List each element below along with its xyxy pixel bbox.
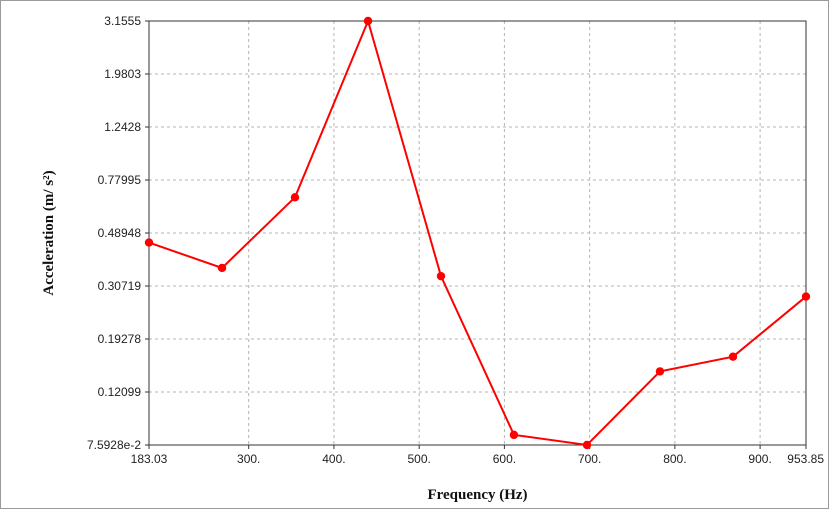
x-tick-label: 800. — [663, 452, 686, 466]
data-point — [217, 263, 227, 273]
x-tick-label: 183.03 — [131, 452, 168, 466]
y-tick-label: 0.12099 — [98, 385, 142, 399]
x-axis-title: Frequency (Hz) — [427, 487, 527, 503]
x-tick-label: 953.85 — [787, 452, 824, 466]
y-axis-ticks: 7.5928e-2 0.12099 0.19278 0.30719 0.48948 0.7… — [87, 14, 149, 452]
y-tick-label: 1.9803 — [104, 67, 141, 81]
x-tick-label: 700. — [578, 452, 601, 466]
data-point — [582, 440, 592, 450]
y-tick-label: 3.1555 — [104, 14, 141, 28]
x-tick-label: 300. — [237, 452, 260, 466]
y-tick-label: 0.77995 — [98, 173, 142, 187]
y-tick-label: 0.48948 — [98, 226, 142, 240]
data-point — [509, 430, 519, 440]
y-tick-label: 1.2428 — [104, 120, 141, 134]
data-point — [436, 271, 446, 281]
data-point — [363, 16, 373, 26]
data-point — [728, 352, 738, 361]
y-tick-label: 7.5928e-2 — [87, 438, 141, 452]
data-point — [655, 367, 665, 376]
series-line — [148, 17, 807, 447]
x-tick-label: 600. — [493, 452, 516, 466]
x-tick-label: 900. — [748, 452, 771, 466]
x-axis-ticks: 183.03 300. 400. 500. 600. 700. 800. 900. 953.85 — [131, 445, 824, 466]
y-tick-label: 0.30719 — [98, 279, 142, 293]
y-tick-label: 0.19278 — [98, 332, 142, 346]
data-point — [144, 238, 154, 247]
y-axis-title: Acceleration (m/ s²) — [41, 170, 57, 295]
data-point — [801, 292, 811, 301]
series-markers — [144, 16, 811, 450]
x-tick-label: 500. — [407, 452, 430, 466]
data-point — [290, 193, 300, 202]
grid-lines — [149, 21, 806, 445]
x-tick-label: 400. — [322, 452, 345, 466]
